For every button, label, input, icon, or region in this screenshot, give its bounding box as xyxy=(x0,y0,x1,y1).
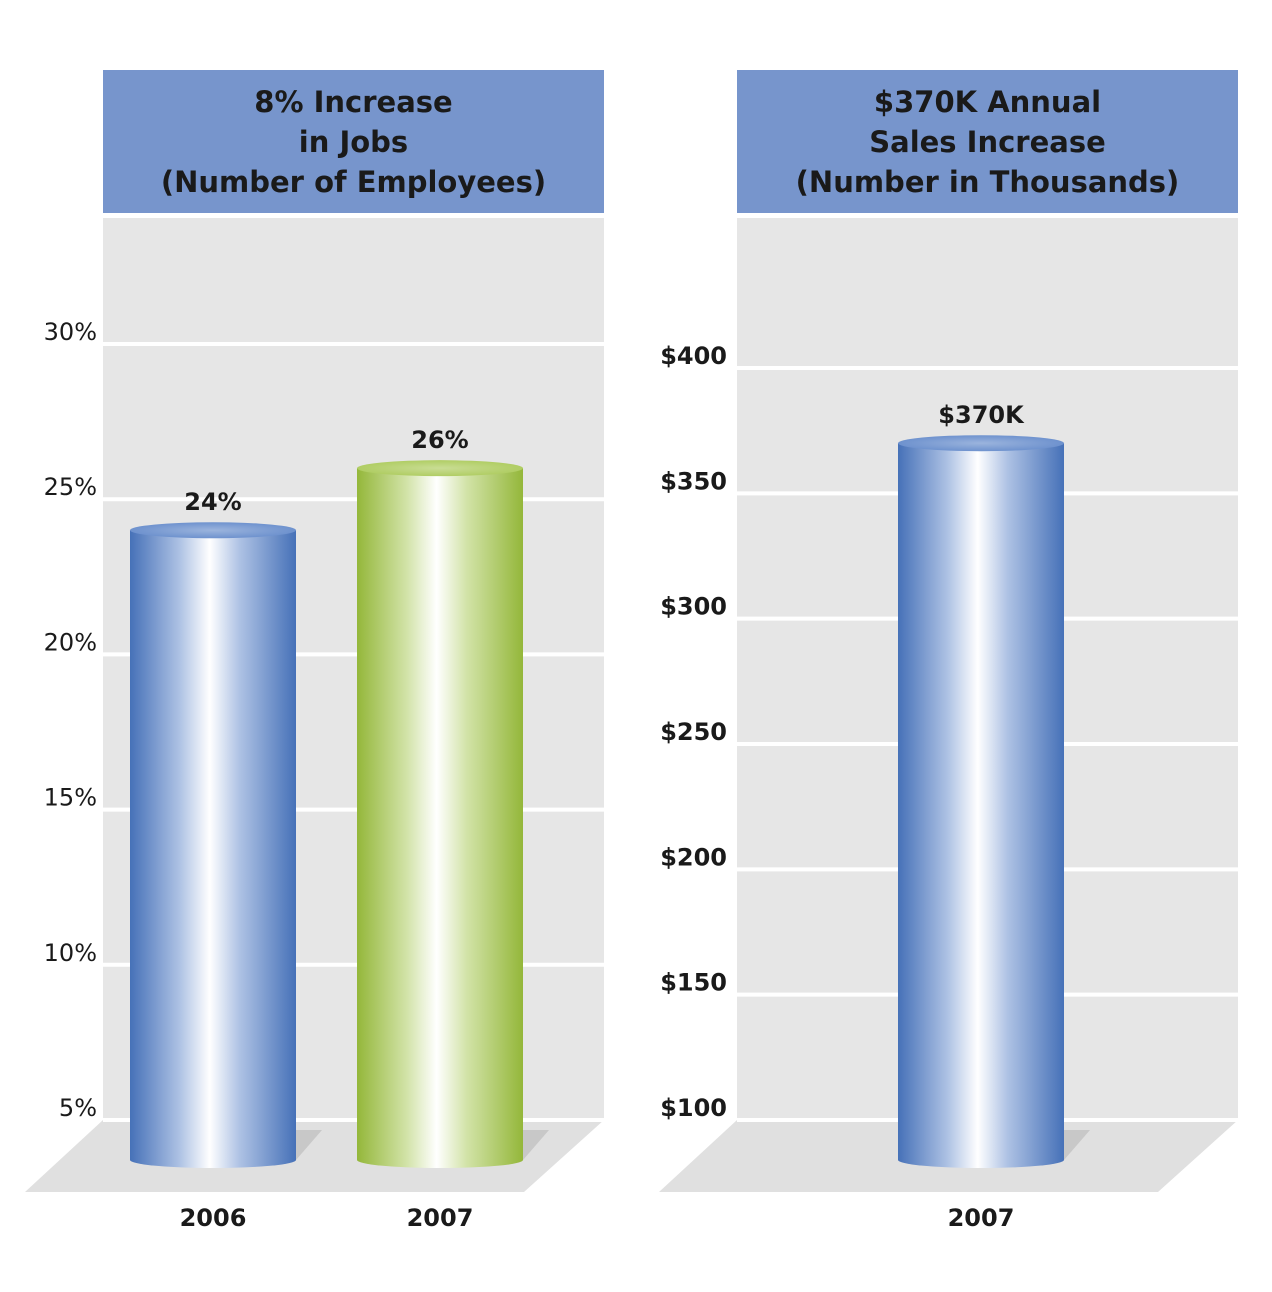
jobs-category-label-2006: 2006 xyxy=(180,1204,247,1232)
sales-chart-panel: $370K Annual Sales Increase (Number in T… xyxy=(636,0,1272,1292)
sales-y-tick-label: $300 xyxy=(660,593,727,621)
sales-y-tick-label: $100 xyxy=(660,1094,727,1122)
jobs-data-label-2006: 24% xyxy=(184,488,241,516)
sales-chart-title: $370K Annual Sales Increase (Number in T… xyxy=(737,70,1238,213)
sales-bar-shadow xyxy=(1064,1130,1090,1160)
jobs-y-tick-label: 15% xyxy=(44,784,97,812)
jobs-bar-chart: 5% 10% 15% 20% 25% 30% 24% 2006 26% 2007 xyxy=(25,218,604,1232)
jobs-bar-cap-2006 xyxy=(130,522,296,539)
jobs-y-tick-label: 25% xyxy=(44,473,97,501)
sales-title-line-3: (Number in Thousands) xyxy=(795,164,1180,199)
jobs-data-label-2007: 26% xyxy=(411,426,468,454)
sales-y-tick-label: $200 xyxy=(660,843,727,871)
jobs-title-line-1: 8% Increase xyxy=(254,84,453,119)
jobs-y-tick-label: 5% xyxy=(59,1094,97,1122)
sales-title-line-1: $370K Annual xyxy=(873,84,1102,119)
jobs-bar-cap-2007 xyxy=(357,460,523,477)
jobs-bar-shadow xyxy=(523,1130,549,1160)
sales-y-tick-label: $350 xyxy=(660,467,727,495)
sales-bar-cap-2007 xyxy=(898,435,1064,452)
jobs-chart-title: 8% Increase in Jobs (Number of Employees… xyxy=(103,70,604,213)
jobs-bar-2007 xyxy=(357,468,523,1168)
sales-bar-chart: $100 $150 $200 $250 $300 $350 $400 $370K 2007 xyxy=(659,218,1238,1232)
jobs-y-tick-label: 20% xyxy=(44,628,97,656)
jobs-bar-shadow xyxy=(296,1130,322,1160)
jobs-title-line-2: in Jobs xyxy=(298,124,409,159)
sales-bar-2007 xyxy=(898,443,1064,1168)
jobs-y-tick-label: 30% xyxy=(44,318,97,346)
sales-category-label-2007: 2007 xyxy=(948,1204,1015,1232)
jobs-category-label-2007: 2007 xyxy=(407,1204,474,1232)
jobs-title-line-3: (Number of Employees) xyxy=(160,164,547,199)
jobs-y-tick-label: 10% xyxy=(44,939,97,967)
sales-y-tick-label: $400 xyxy=(660,342,727,370)
sales-y-tick-label: $150 xyxy=(660,969,727,997)
jobs-bar-2006 xyxy=(130,530,296,1168)
sales-y-tick-label: $250 xyxy=(660,718,727,746)
jobs-chart-panel: 8% Increase in Jobs (Number of Employees… xyxy=(25,70,604,1232)
sales-data-label-2007: $370K xyxy=(938,401,1025,429)
sales-title-line-2: Sales Increase xyxy=(869,124,1106,159)
